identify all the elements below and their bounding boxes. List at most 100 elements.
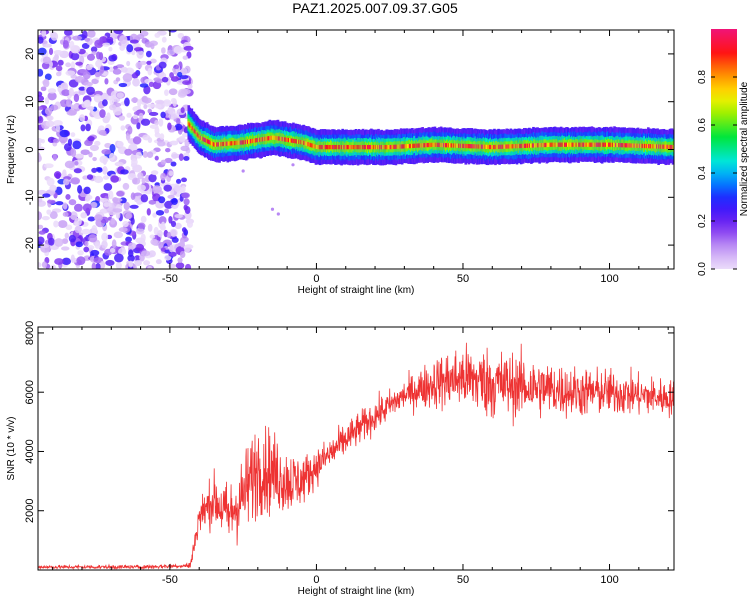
noise-speckle: [90, 249, 100, 256]
noise-speckle: [75, 61, 83, 66]
heatmap-xtick-label: 50: [457, 273, 469, 285]
noise-speckle: [178, 135, 186, 142]
noise-speckle: [64, 30, 73, 36]
noise-speckle: [148, 81, 155, 88]
noise-speckle: [47, 91, 57, 101]
noise-speckle: [127, 125, 133, 135]
noise-speckle: [137, 99, 142, 108]
noise-speckle: [126, 60, 131, 67]
noise-speckle: [68, 234, 77, 243]
noise-speckle: [93, 94, 102, 103]
noise-speckle: [62, 202, 68, 210]
signal-core-cell: [672, 144, 674, 150]
heatmap-ytick-label: 10: [24, 96, 36, 108]
noise-speckle: [112, 68, 122, 75]
noise-speckle: [134, 255, 141, 262]
noise-speckle: [50, 31, 59, 41]
noise-speckle: [147, 265, 153, 269]
noise-speckle: [132, 136, 142, 145]
noise-speckle: [149, 58, 157, 64]
noise-speckle: [135, 61, 143, 69]
noise-speckle: [175, 262, 185, 269]
noise-speckle: [74, 153, 85, 159]
noise-speckle: [176, 118, 181, 126]
noise-speckle: [127, 254, 135, 262]
noise-speckle: [167, 194, 175, 199]
noise-speckle: [48, 47, 54, 56]
noise-speckle: [94, 241, 101, 249]
colorbar-tick-label: 0.2: [697, 214, 708, 228]
noise-speckle: [109, 143, 116, 153]
noise-speckle: [94, 140, 101, 146]
noise-speckle: [82, 203, 92, 213]
noise-speckle: [38, 36, 44, 44]
noise-speckle: [80, 149, 90, 156]
noise-speckle: [86, 86, 96, 95]
snr-xtick-label: 0: [313, 574, 319, 586]
noise-speckle: [168, 88, 178, 96]
noise-speckle: [38, 115, 44, 124]
noise-speckle: [84, 196, 91, 202]
noise-speckle: [99, 109, 106, 118]
noise-speckle: [180, 88, 191, 95]
noise-speckle: [38, 68, 44, 77]
noise-speckle: [115, 262, 122, 269]
noise-speckle: [108, 66, 114, 73]
noise-speckle: [124, 97, 130, 107]
noise-speckle: [83, 246, 90, 253]
noise-speckle: [54, 258, 64, 265]
noise-speckle: [68, 199, 77, 206]
noise-speckle: [152, 185, 162, 194]
noise-speckle: [101, 148, 112, 155]
noise-speckle: [87, 216, 96, 222]
noise-speckle: [147, 67, 153, 76]
noise-speckle: [148, 199, 157, 205]
noise-speckle: [55, 201, 64, 206]
noise-speckle: [183, 244, 192, 253]
noise-speckle: [133, 47, 144, 52]
noise-speckle: [103, 202, 111, 207]
noise-speckle: [171, 204, 179, 210]
noise-speckle: [94, 214, 103, 222]
noise-speckle: [125, 212, 132, 220]
noise-speckle: [182, 80, 192, 86]
noise-speckle: [166, 231, 172, 239]
noise-speckle: [114, 253, 124, 263]
noise-speckle: [154, 132, 161, 138]
noise-speckle: [183, 198, 190, 206]
noise-speckle: [75, 241, 83, 248]
noise-speckle: [93, 257, 104, 264]
noise-speckle: [90, 201, 98, 209]
noise-speckle: [105, 259, 115, 266]
noise-speckle: [70, 254, 75, 263]
noise-speckle: [109, 104, 117, 111]
noise-speckle: [103, 183, 113, 191]
noise-speckle: [126, 44, 134, 53]
noise-speckle: [65, 62, 71, 68]
noise-speckle: [64, 160, 75, 169]
noise-speckle: [74, 161, 79, 166]
noise-speckle: [173, 185, 181, 192]
noise-speckle: [149, 234, 156, 239]
noise-speckle: [154, 99, 165, 105]
noise-speckle: [126, 112, 132, 118]
noise-speckle: [175, 178, 182, 184]
noise-speckle: [92, 156, 97, 162]
noise-speckle: [76, 256, 86, 266]
noise-speckle: [113, 231, 124, 239]
noise-speckle: [95, 262, 101, 269]
snr-ytick-label: 4000: [24, 439, 36, 463]
chart-title: PAZ1.2025.007.09.37.G05: [292, 0, 458, 16]
noise-speckle: [174, 123, 183, 131]
noise-speckle: [65, 224, 73, 231]
noise-speckle: [119, 35, 128, 45]
noise-speckle: [184, 138, 190, 148]
noise-speckle: [38, 236, 45, 245]
noise-speckle: [166, 49, 176, 56]
noise-speckle: [150, 170, 159, 176]
noise-speckle: [74, 76, 85, 83]
noise-speckle: [57, 59, 64, 66]
noise-speckle: [182, 55, 189, 60]
noise-speckle: [132, 78, 140, 87]
noise-speckle: [160, 172, 167, 181]
